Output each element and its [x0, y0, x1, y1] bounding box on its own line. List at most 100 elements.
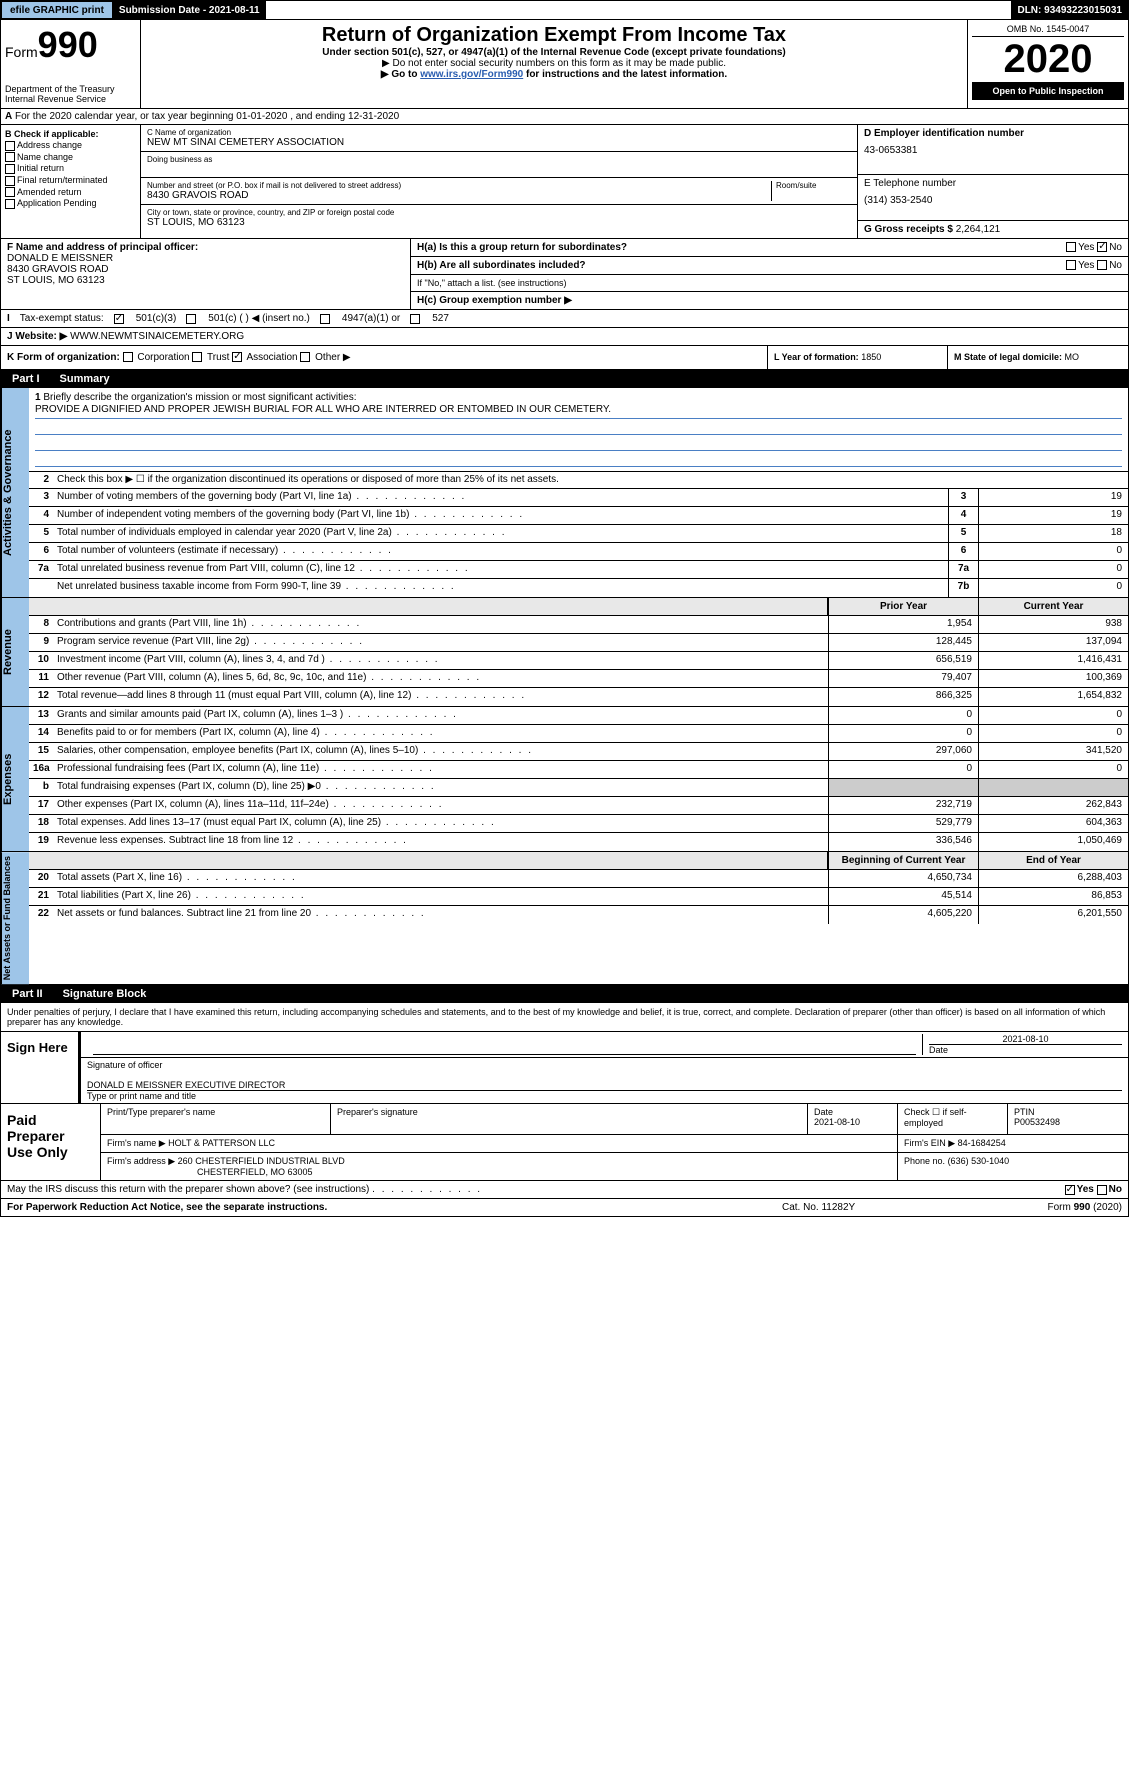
check-527[interactable] [410, 314, 420, 324]
line-19: 19Revenue less expenses. Subtract line 1… [29, 833, 1128, 851]
revenue-header: Prior Year Current Year [29, 598, 1128, 616]
check-final-return[interactable]: Final return/terminated [5, 175, 136, 186]
vtab-netassets: Net Assets or Fund Balances [1, 852, 29, 984]
discuss-no[interactable] [1097, 1185, 1107, 1195]
box-j: J Website: ▶ WWW.NEWMTSINAICEMETERY.ORG [0, 328, 1129, 346]
officer-addr2: ST LOUIS, MO 63123 [7, 275, 404, 286]
line-8: 8Contributions and grants (Part VIII, li… [29, 616, 1128, 634]
tax-year: 2020 [972, 37, 1124, 82]
box-m: M State of legal domicile: MO [948, 346, 1128, 369]
phone-value: (314) 353-2540 [864, 195, 1122, 206]
perjury-declaration: Under penalties of perjury, I declare th… [1, 1003, 1128, 1031]
summary-line-4: 4Number of independent voting members of… [29, 507, 1128, 525]
check-501c[interactable] [186, 314, 196, 324]
line-14: 14Benefits paid to or for members (Part … [29, 725, 1128, 743]
paid-preparer-label: Paid Preparer Use Only [1, 1104, 101, 1180]
phone-label: E Telephone number [864, 178, 1122, 189]
sig-officer-label: Signature of officer [87, 1060, 1122, 1070]
open-public-label: Open to Public Inspection [972, 82, 1124, 100]
line-b: bTotal fundraising expenses (Part IX, co… [29, 779, 1128, 797]
form-title: Return of Organization Exempt From Incom… [145, 24, 963, 47]
vtab-governance: Activities & Governance [1, 388, 29, 597]
irs-link[interactable]: www.irs.gov/Form990 [420, 69, 523, 80]
footer: For Paperwork Reduction Act Notice, see … [0, 1199, 1129, 1217]
paid-preparer-section: Paid Preparer Use Only Print/Type prepar… [1, 1103, 1128, 1180]
part2-title: Signature Block [55, 985, 155, 1003]
self-employed-check[interactable]: Check ☐ if self-employed [898, 1104, 1008, 1134]
form-number: 990 [38, 24, 98, 65]
check-name-change[interactable]: Name change [5, 152, 136, 163]
org-address: 8430 GRAVOIS ROAD [147, 190, 771, 201]
check-association[interactable] [232, 352, 242, 362]
line-12: 12Total revenue—add lines 8 through 11 (… [29, 688, 1128, 706]
part1-header: Part I Summary [0, 370, 1129, 388]
box-de: D Employer identification number 43-0653… [858, 125, 1128, 238]
check-corporation[interactable] [123, 352, 133, 362]
line-21: 21Total liabilities (Part X, line 26)45,… [29, 888, 1128, 906]
box-f: F Name and address of principal officer:… [1, 239, 411, 309]
line-20: 20Total assets (Part X, line 16)4,650,73… [29, 870, 1128, 888]
expenses-section: Expenses 13Grants and similar amounts pa… [0, 707, 1129, 852]
prep-sig-label: Preparer's signature [337, 1107, 801, 1117]
activities-governance-section: Activities & Governance 1 Briefly descri… [0, 388, 1129, 598]
check-address-change[interactable]: Address change [5, 140, 136, 151]
line-13: 13Grants and similar amounts paid (Part … [29, 707, 1128, 725]
part2-tab: Part II [0, 985, 55, 1003]
box-k: K Form of organization: Corporation Trus… [1, 346, 768, 369]
firm-phone: (636) 530-1040 [948, 1156, 1010, 1166]
ptin-value: P00532498 [1014, 1117, 1122, 1127]
box-l: L Year of formation: 1850 [768, 346, 948, 369]
firm-name: HOLT & PATTERSON LLC [168, 1138, 275, 1148]
submission-date-label: Submission Date - 2021-08-11 [113, 1, 266, 19]
begin-year-header: Beginning of Current Year [828, 852, 978, 869]
check-4947[interactable] [320, 314, 330, 324]
sig-date: 2021-08-10 [929, 1034, 1122, 1045]
org-name: NEW MT SINAI CEMETERY ASSOCIATION [147, 137, 851, 148]
check-initial-return[interactable]: Initial return [5, 163, 136, 174]
form-footer: Form 990 (2020) [982, 1202, 1122, 1213]
prep-name-label: Print/Type preparer's name [107, 1107, 324, 1117]
efile-print-button[interactable]: efile GRAPHIC print [1, 1, 113, 19]
form-note1: ▶ Do not enter social security numbers o… [145, 58, 963, 69]
form-note2: ▶ Go to www.irs.gov/Form990 for instruct… [145, 69, 963, 80]
summary-line-7b: Net unrelated business taxable income fr… [29, 579, 1128, 597]
form-header: Form990 Department of the Treasury Inter… [0, 20, 1129, 109]
sig-officer-name: DONALD E MEISSNER EXECUTIVE DIRECTOR [87, 1080, 1122, 1091]
dba-label: Doing business as [147, 155, 851, 164]
vtab-revenue: Revenue [1, 598, 29, 706]
signature-section: Under penalties of perjury, I declare th… [0, 1003, 1129, 1199]
line-2: Check this box ▶ ☐ if the organization d… [53, 472, 1128, 488]
check-application-pending[interactable]: Application Pending [5, 198, 136, 209]
check-amended-return[interactable]: Amended return [5, 187, 136, 198]
netassets-header: Beginning of Current Year End of Year [29, 852, 1128, 870]
current-year-header: Current Year [978, 598, 1128, 615]
header-center: Return of Organization Exempt From Incom… [141, 20, 968, 108]
box-h: H(a) Is this a group return for subordin… [411, 239, 1128, 309]
line-15: 15Salaries, other compensation, employee… [29, 743, 1128, 761]
header-left: Form990 Department of the Treasury Inter… [1, 20, 141, 108]
part1-title: Summary [52, 370, 118, 388]
header-right: OMB No. 1545-0047 2020 Open to Public In… [968, 20, 1128, 108]
paperwork-notice: For Paperwork Reduction Act Notice, see … [7, 1202, 782, 1213]
box-b: B Check if applicable: Address change Na… [1, 125, 141, 238]
summary-line-5: 5Total number of individuals employed in… [29, 525, 1128, 543]
mission-block: 1 Briefly describe the organization's mi… [29, 388, 1128, 471]
check-501c3[interactable] [114, 314, 124, 324]
firm-addr1: 260 CHESTERFIELD INDUSTRIAL BLVD [178, 1156, 345, 1166]
ein-value: 43-0653381 [864, 145, 1122, 156]
firm-addr2: CHESTERFIELD, MO 63005 [197, 1167, 891, 1177]
form-subtitle: Under section 501(c), 527, or 4947(a)(1)… [145, 47, 963, 58]
dept-label: Department of the Treasury [5, 84, 136, 94]
line-11: 11Other revenue (Part VIII, column (A), … [29, 670, 1128, 688]
check-trust[interactable] [192, 352, 202, 362]
summary-line-6: 6Total number of volunteers (estimate if… [29, 543, 1128, 561]
addr-label: Number and street (or P.O. box if mail i… [147, 181, 771, 190]
boxes-fh: F Name and address of principal officer:… [0, 239, 1129, 310]
topbar: efile GRAPHIC print Submission Date - 20… [0, 0, 1129, 20]
gross-receipts-label: G Gross receipts $ [864, 224, 953, 235]
discuss-yes[interactable] [1065, 1185, 1075, 1195]
check-other[interactable] [300, 352, 310, 362]
irs-label: Internal Revenue Service [5, 94, 136, 104]
ptin-label: PTIN [1014, 1107, 1122, 1117]
line-17: 17Other expenses (Part IX, column (A), l… [29, 797, 1128, 815]
